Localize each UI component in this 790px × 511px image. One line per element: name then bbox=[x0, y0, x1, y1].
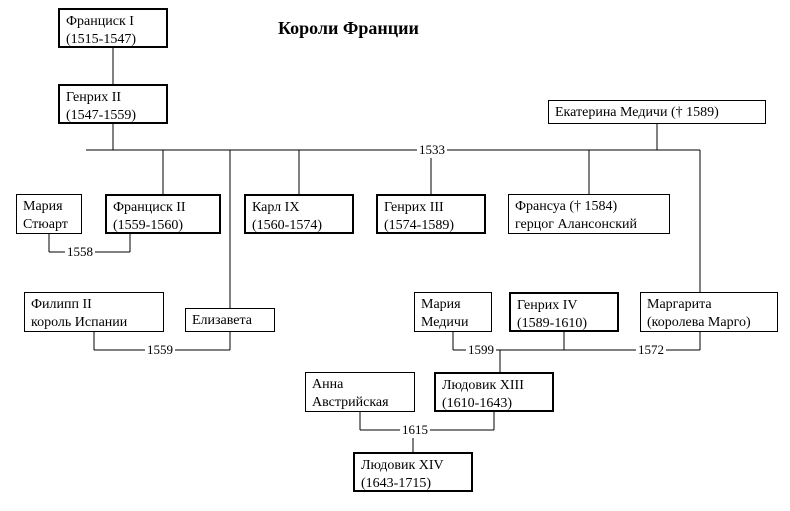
marriage-m1558: 1558 bbox=[65, 244, 95, 260]
diagram-title: Короли Франции bbox=[278, 18, 419, 39]
node-line1: Карл IX bbox=[252, 199, 346, 217]
node-francis2: Франциск II(1559-1560) bbox=[105, 194, 221, 234]
marriage-m1533: 1533 bbox=[417, 142, 447, 158]
node-line2: герцог Алансонский bbox=[515, 216, 663, 234]
node-line2: (1643-1715) bbox=[361, 475, 465, 493]
node-line1: Мария bbox=[421, 296, 485, 314]
node-line1: Генрих III bbox=[384, 199, 478, 217]
node-line2: Австрийская bbox=[312, 394, 408, 412]
node-henri2: Генрих II(1547-1559) bbox=[58, 84, 168, 124]
marriage-m1572: 1572 bbox=[636, 342, 666, 358]
marriage-m1615: 1615 bbox=[400, 422, 430, 438]
node-line1: Мария bbox=[23, 198, 75, 216]
node-henri4: Генрих IV(1589-1610) bbox=[509, 292, 619, 332]
node-louis13: Людовик XIII(1610-1643) bbox=[434, 372, 554, 412]
node-line1: Людовик XIV bbox=[361, 457, 465, 475]
family-tree: Короли Франции Франциск I(1515-1547) Генр… bbox=[0, 0, 790, 511]
node-henri3: Генрих III(1574-1589) bbox=[376, 194, 486, 234]
node-line2: Стюарт bbox=[23, 216, 75, 234]
node-line2: (1559-1560) bbox=[113, 217, 213, 235]
node-margot: Маргарита(королева Марго) bbox=[640, 292, 778, 332]
node-line1: Франциск II bbox=[113, 199, 213, 217]
node-line1: Филипп II bbox=[31, 296, 157, 314]
node-line1: Франсуа († 1584) bbox=[515, 198, 663, 216]
node-maria_st: МарияСтюарт bbox=[16, 194, 82, 234]
node-line1: Франциск I bbox=[66, 13, 160, 31]
node-line2: (1560-1574) bbox=[252, 217, 346, 235]
node-charles9: Карл IX(1560-1574) bbox=[244, 194, 354, 234]
node-line1: Екатерина Медичи († 1589) bbox=[555, 104, 759, 122]
node-philip2: Филипп IIкороль Испании bbox=[24, 292, 164, 332]
node-line1: Анна bbox=[312, 376, 408, 394]
edge-layer bbox=[0, 0, 790, 511]
node-line1: Людовик XIII bbox=[442, 377, 546, 395]
node-line2: (королева Марго) bbox=[647, 314, 771, 332]
node-maria_med: МарияМедичи bbox=[414, 292, 492, 332]
marriage-m1599: 1599 bbox=[466, 342, 496, 358]
node-line2: король Испании bbox=[31, 314, 157, 332]
marriage-m1559: 1559 bbox=[145, 342, 175, 358]
node-line1: Генрих IV bbox=[517, 297, 611, 315]
node-line2: (1589-1610) bbox=[517, 315, 611, 333]
node-francis1: Франциск I(1515-1547) bbox=[58, 8, 168, 48]
node-line1: Маргарита bbox=[647, 296, 771, 314]
node-line2: (1547-1559) bbox=[66, 107, 160, 125]
node-line2: (1610-1643) bbox=[442, 395, 546, 413]
node-line1: Елизавета bbox=[192, 312, 268, 330]
node-line2: (1515-1547) bbox=[66, 31, 160, 49]
node-eliz: Елизавета bbox=[185, 308, 275, 332]
node-francois_a: Франсуа († 1584)герцог Алансонский bbox=[508, 194, 670, 234]
node-anna: АннаАвстрийская bbox=[305, 372, 415, 412]
node-line2: (1574-1589) bbox=[384, 217, 478, 235]
node-line2: Медичи bbox=[421, 314, 485, 332]
node-line1: Генрих II bbox=[66, 89, 160, 107]
node-louis14: Людовик XIV(1643-1715) bbox=[353, 452, 473, 492]
node-catherine: Екатерина Медичи († 1589) bbox=[548, 100, 766, 124]
